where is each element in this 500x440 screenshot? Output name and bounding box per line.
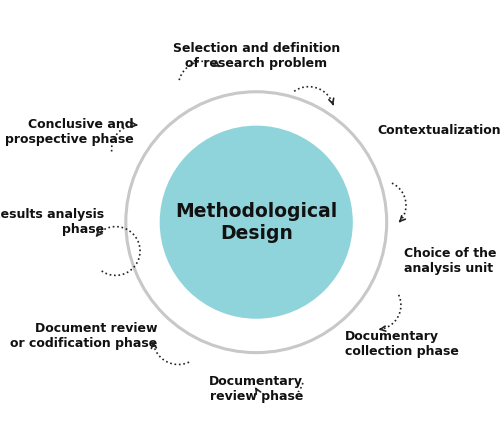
Text: Contextualization: Contextualization bbox=[377, 124, 500, 137]
Text: Document review
or codification phase: Document review or codification phase bbox=[10, 323, 157, 350]
Text: Conclusive and
prospective phase: Conclusive and prospective phase bbox=[5, 118, 134, 147]
Text: Results analysis
phase: Results analysis phase bbox=[0, 208, 104, 236]
Text: Documentary
review phase: Documentary review phase bbox=[209, 375, 303, 403]
Text: Methodological
Design: Methodological Design bbox=[175, 202, 338, 243]
Text: Selection and definition
of research problem: Selection and definition of research pro… bbox=[172, 42, 340, 70]
Text: Choice of the
analysis unit: Choice of the analysis unit bbox=[404, 247, 496, 275]
Circle shape bbox=[160, 126, 353, 319]
Text: Documentary
collection phase: Documentary collection phase bbox=[345, 330, 459, 358]
